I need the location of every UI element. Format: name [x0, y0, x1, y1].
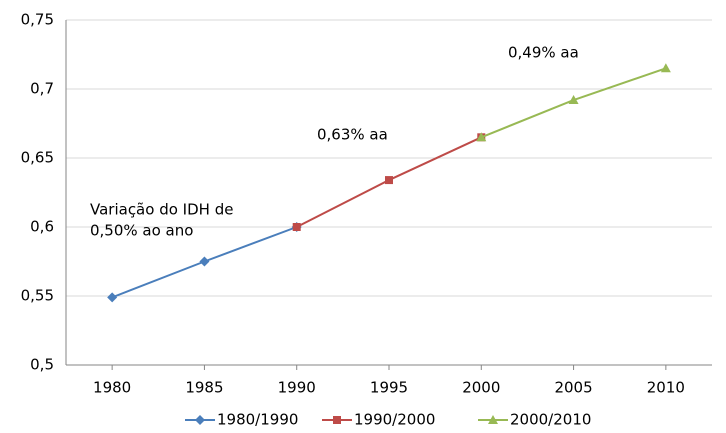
- marker: [660, 63, 671, 73]
- legend-label: 1990/2000: [354, 411, 435, 429]
- x-tick-label: 2000: [462, 379, 500, 397]
- marker: [476, 132, 487, 142]
- legend-label: 1980/1990: [217, 411, 298, 429]
- x-tick-label: 1985: [185, 379, 223, 397]
- y-tick-label: 0,7: [30, 80, 54, 98]
- y-tick-label: 0,6: [30, 218, 54, 236]
- annotation: 0,50% ao ano: [90, 222, 193, 240]
- x-tick-label: 1980: [93, 379, 131, 397]
- annotation: 0,49% aa: [508, 44, 579, 62]
- marker: [107, 292, 118, 303]
- legend-label: 2000/2010: [510, 411, 591, 429]
- x-tick-label: 2010: [647, 379, 685, 397]
- legend-marker: [333, 416, 341, 424]
- marker: [199, 256, 210, 267]
- legend-marker: [195, 415, 205, 425]
- y-tick-label: 0,5: [30, 356, 54, 374]
- marker: [385, 176, 393, 185]
- annotation: 0,63% aa: [317, 126, 388, 144]
- x-tick-label: 1995: [370, 379, 408, 397]
- x-tick-label: 2005: [554, 379, 592, 397]
- legend-marker: [488, 415, 498, 424]
- marker: [568, 95, 579, 105]
- y-tick-label: 0,65: [21, 149, 54, 167]
- x-tick-label: 1990: [278, 379, 316, 397]
- y-tick-label: 0,55: [21, 287, 54, 305]
- annotation: Variação do IDH de: [90, 201, 233, 219]
- y-tick-label: 0,75: [21, 11, 54, 29]
- marker: [292, 223, 301, 231]
